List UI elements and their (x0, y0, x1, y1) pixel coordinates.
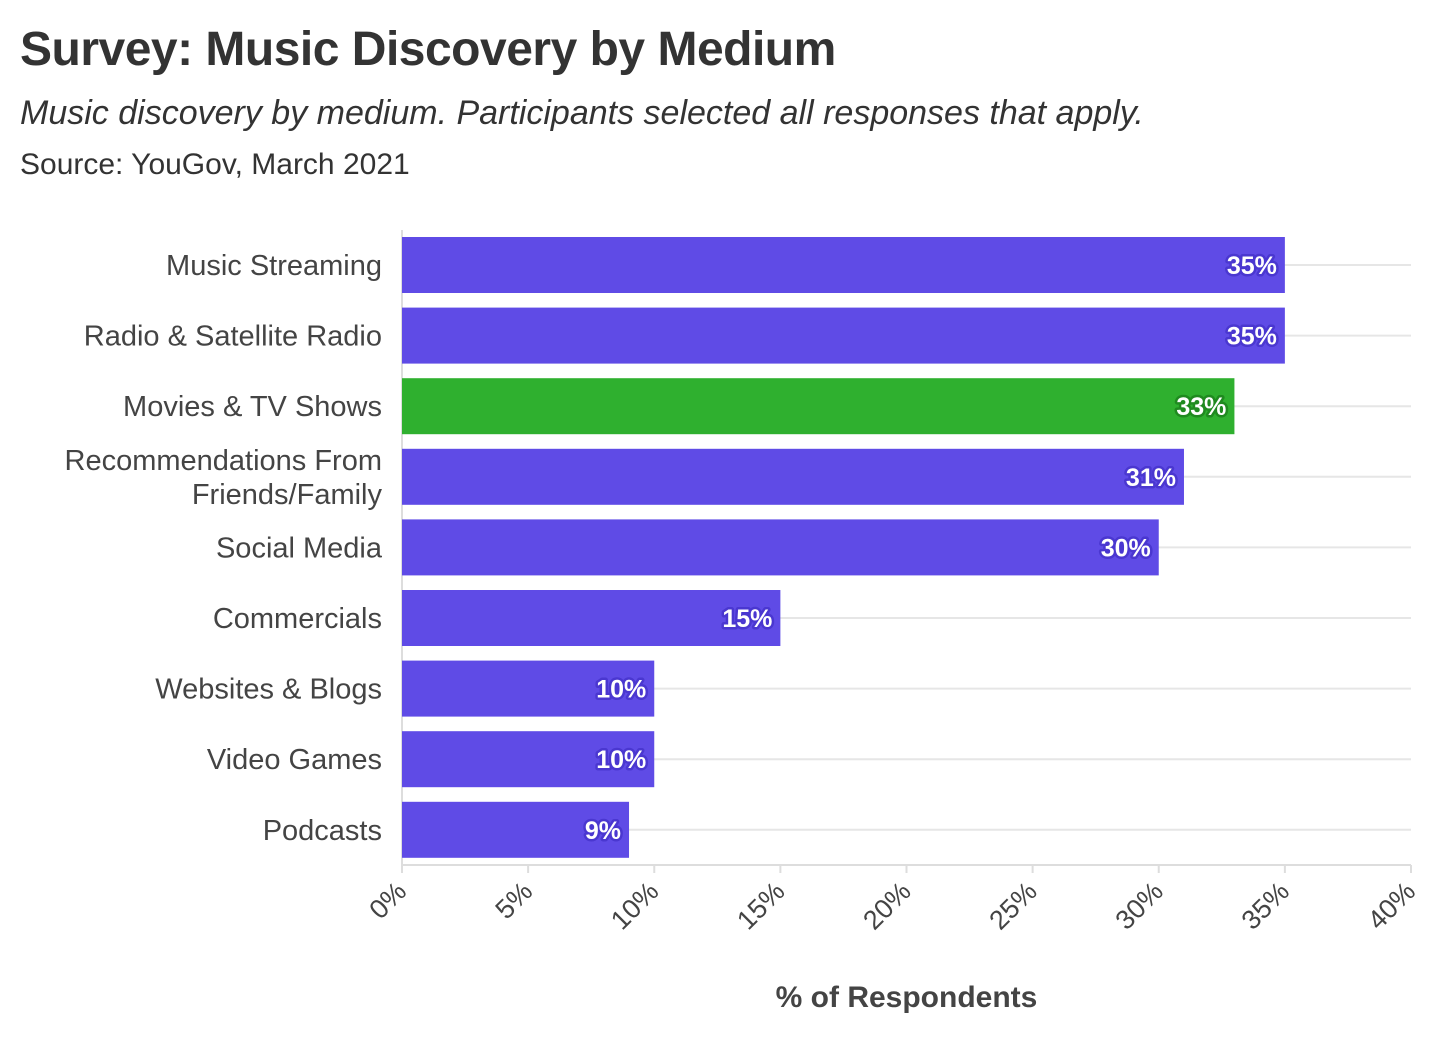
category-label-line: Podcasts (263, 815, 382, 847)
x-axis-title: % of Respondents (776, 981, 1038, 1014)
category-label-line: Movies & TV Shows (123, 391, 382, 423)
x-tick-label: 5% (490, 876, 539, 925)
x-tick-label: 40% (1362, 876, 1421, 935)
category-label-line: Commercials (213, 603, 382, 635)
category-label: Social Media (216, 532, 383, 564)
category-label: Radio & Satellite Radio (84, 321, 382, 353)
x-tick-label: 35% (1236, 876, 1295, 935)
category-label-line: Music Streaming (166, 250, 382, 282)
chart-subtitle: Music discovery by medium. Participants … (20, 94, 1144, 132)
category-label: Music Streaming (166, 250, 382, 282)
chart-source: Source: YouGov, March 2021 (20, 148, 410, 181)
bar-3 (402, 448, 1184, 505)
category-axis: Music Streaming Radio & Satellite Radio Mo… (65, 250, 383, 847)
x-tick-label: 20% (857, 876, 916, 935)
data-label: 10% (596, 676, 646, 704)
category-label-line: Radio & Satellite Radio (84, 321, 382, 353)
category-label-line: Websites & Blogs (155, 674, 382, 706)
data-label: 35% (1227, 252, 1277, 280)
category-label-line: Recommendations From (65, 445, 383, 477)
category-label: Recommendations From Friends/Family (65, 445, 383, 511)
x-tick-label: 25% (983, 876, 1042, 935)
bar-6 (402, 660, 655, 717)
category-label: Movies & TV Shows (123, 391, 382, 423)
data-label: 31% (1126, 464, 1176, 492)
bar-4 (402, 519, 1159, 576)
category-label-line: Social Media (216, 532, 383, 564)
bar-0 (402, 237, 1285, 293)
data-label: 15% (722, 605, 772, 633)
chart-title: Survey: Music Discovery by Medium (20, 23, 836, 76)
x-tick-label: 0% (363, 876, 412, 925)
data-label: 33% (1176, 393, 1226, 421)
x-tick-label: 15% (731, 876, 790, 935)
bar-layer: 35% 35% 33% 31% 30% 15% 10% 10% 9% (402, 237, 1285, 858)
x-tick-label: 10% (605, 876, 664, 935)
bar-5 (402, 590, 781, 646)
category-label-line: Video Games (207, 744, 382, 776)
bar-8 (402, 801, 630, 858)
data-label: 9% (585, 817, 621, 845)
bar-7 (402, 731, 655, 788)
category-label: Video Games (207, 744, 382, 776)
x-tick-label: 30% (1110, 876, 1169, 935)
category-label-line: Friends/Family (192, 479, 383, 511)
data-label: 10% (596, 746, 646, 774)
value-axis: 0% 5% 10% 15% 20% 25% 30% 35% 40% (363, 865, 1421, 935)
category-label: Commercials (213, 603, 382, 635)
data-label: 35% (1227, 323, 1277, 351)
data-label: 30% (1101, 534, 1151, 562)
category-label: Podcasts (263, 815, 382, 847)
bar-1 (402, 307, 1285, 364)
category-label: Websites & Blogs (155, 674, 382, 706)
bar-2 (402, 378, 1235, 435)
